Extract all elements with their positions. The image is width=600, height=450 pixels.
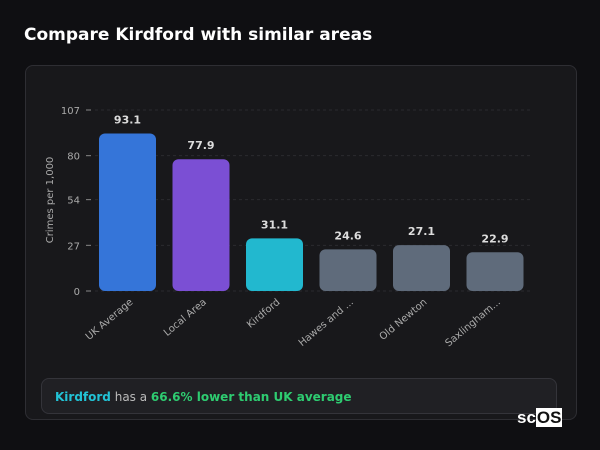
y-axis-label: Crimes per 1,000 xyxy=(45,157,56,244)
summary-stat: 66.6% lower than UK average xyxy=(150,390,352,404)
bar xyxy=(466,252,524,291)
x-tick-label: UK Average xyxy=(84,297,136,343)
y-tick-label: 0 xyxy=(74,287,80,298)
y-tick-label: 54 xyxy=(67,196,80,207)
data-label: 22.9 xyxy=(481,232,508,245)
bar xyxy=(393,245,450,291)
page-title: Compare Kirdford with similar areas xyxy=(24,25,373,45)
summary-footer: Kirdford has a 66.6% lower than UK avera… xyxy=(41,378,557,414)
x-tick-label: Hawes and ... xyxy=(297,297,356,349)
y-tick-label: 107 xyxy=(61,106,80,117)
area-name: Kirdford xyxy=(55,390,111,404)
bar xyxy=(319,249,377,291)
bar xyxy=(172,159,230,291)
x-tick-label: Old Newton xyxy=(378,297,430,343)
scos-logo: scOS xyxy=(517,408,563,427)
data-label: 27.1 xyxy=(408,225,435,238)
summary-text: has a xyxy=(110,390,151,404)
x-tick-label: Local Area xyxy=(162,297,209,339)
x-tick-label: Saxlingham... xyxy=(443,297,502,349)
data-label: 31.1 xyxy=(261,218,288,231)
data-label: 77.9 xyxy=(187,139,214,152)
bar xyxy=(99,133,156,291)
y-tick-label: 27 xyxy=(67,241,80,252)
x-tick-label: Kirdford xyxy=(245,297,282,331)
data-label: 93.1 xyxy=(114,114,141,127)
y-tick-label: 80 xyxy=(67,152,80,163)
data-label: 24.6 xyxy=(334,229,361,242)
bar xyxy=(246,238,303,291)
